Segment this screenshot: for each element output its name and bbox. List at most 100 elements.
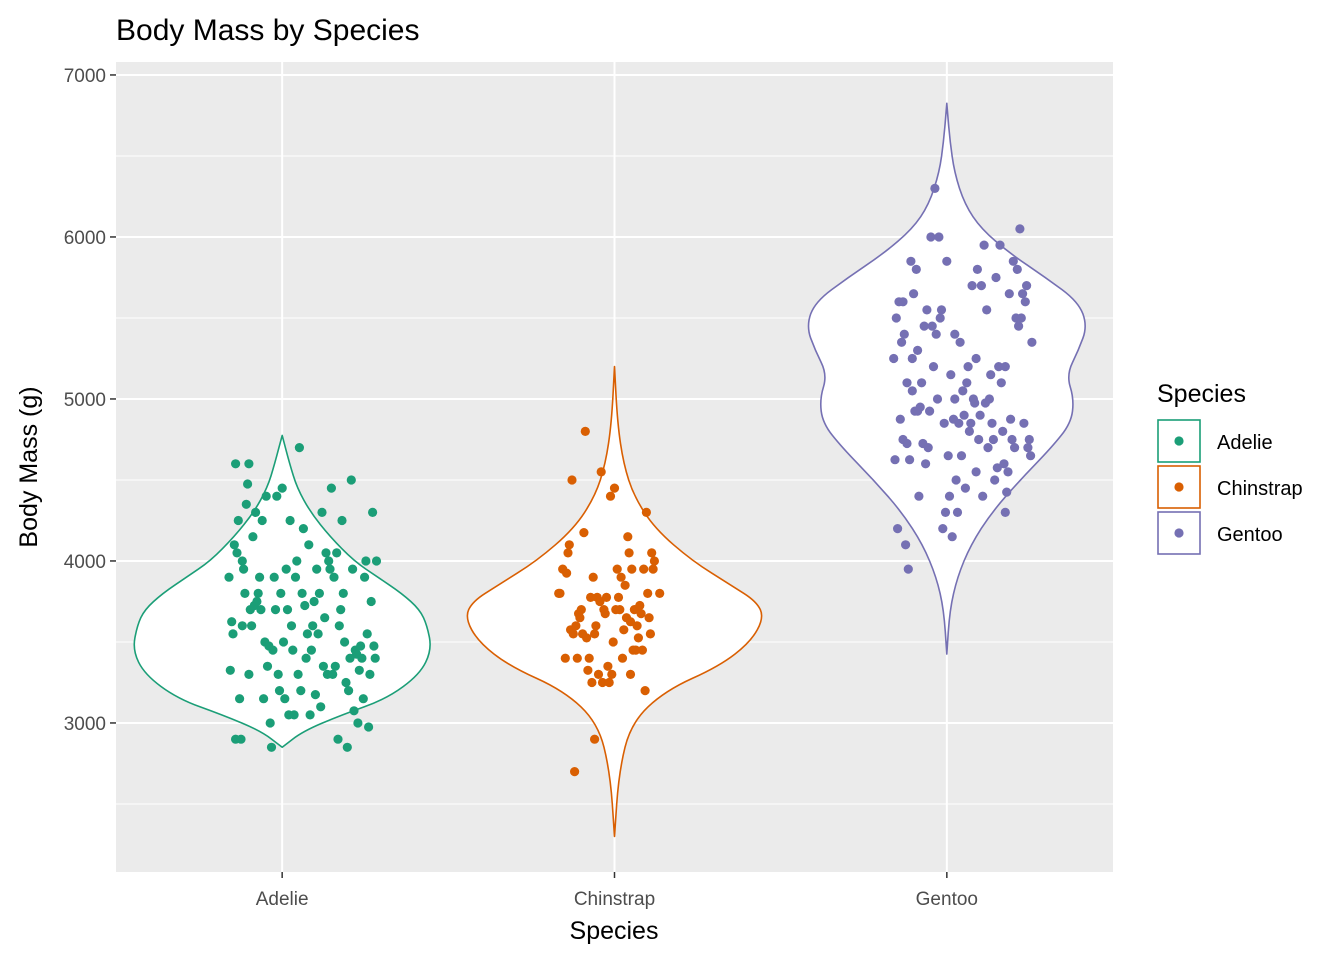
data-point [950,329,960,339]
data-point [300,600,310,611]
data-point [274,686,285,696]
data-point [348,564,358,574]
data-point [587,677,597,688]
data-point [340,637,350,647]
data-point [293,669,303,680]
data-point [342,742,352,752]
data-point [310,690,320,700]
data-point [641,507,652,517]
data-point [337,515,347,526]
data-point [613,592,624,603]
data-point [368,507,378,517]
data-point [983,443,993,453]
data-point [600,609,610,619]
data-point [627,564,637,574]
data-point [341,677,351,688]
data-point [326,483,336,493]
data-point [944,491,955,501]
data-point [907,386,917,396]
data-point [962,378,972,388]
data-point [955,337,965,347]
data-point [893,524,903,534]
data-point [956,451,967,461]
data-point [972,264,983,274]
data-point [928,362,939,372]
data-point [597,677,608,688]
data-point [616,572,626,582]
data-point [636,609,646,619]
data-point [278,637,289,647]
data-point [998,426,1008,436]
data-point [922,305,932,315]
data-point [289,710,299,720]
data-point [232,548,242,558]
data-point [563,548,573,558]
data-point [909,289,919,299]
data-point [354,665,364,675]
data-point [1019,418,1029,428]
data-point [936,305,947,315]
data-point [984,394,995,404]
data-point [943,451,953,461]
data-point [609,483,620,493]
x-tick-label: Adelie [256,889,309,910]
data-point [575,613,585,623]
data-point [371,556,382,566]
data-point [607,669,617,680]
y-tick-label: 4000 [64,552,106,573]
data-point [1022,281,1032,291]
data-point [579,528,589,538]
data-point [239,564,249,574]
legend-key-dot [1174,528,1184,538]
data-point [648,564,658,574]
data-point [321,548,331,558]
violin-gentoo [807,102,1086,655]
data-point [318,661,328,671]
data-point [633,633,644,643]
data-point [306,645,316,655]
data-point [356,641,366,651]
data-point [312,564,322,574]
data-point [1016,313,1026,323]
data-point [637,645,648,655]
data-point [297,588,307,599]
data-point [976,281,987,291]
data-point [1012,264,1022,274]
data-point [1000,362,1010,372]
data-point [590,629,600,639]
data-point [996,378,1006,388]
data-point [950,394,960,404]
data-point [990,475,1000,485]
data-point [995,240,1005,250]
data-point [304,540,314,550]
data-point [931,329,941,339]
y-tick-label: 3000 [64,714,106,735]
y-axis-title: Body Mass (g) [15,386,43,547]
data-point [643,588,653,599]
y-tick-label: 6000 [64,228,106,249]
data-point [899,329,909,339]
data-point [605,491,616,501]
data-point [583,665,593,675]
data-point [625,617,636,627]
data-point [595,596,605,607]
data-point [1004,289,1014,299]
data-point [571,621,581,631]
data-point [231,459,241,469]
data-point [286,621,297,631]
data-point [228,629,238,639]
data-point [582,633,592,643]
legend-label-gentoo: Gentoo [1217,524,1283,546]
data-point [588,572,598,582]
data-point [262,661,273,671]
data-point [932,394,943,404]
data-point [655,588,665,599]
data-point [259,694,269,704]
data-point [963,362,973,372]
data-point [632,621,642,631]
data-point [256,605,266,615]
data-point [1026,451,1036,461]
data-point [268,645,278,655]
data-point [994,362,1004,372]
